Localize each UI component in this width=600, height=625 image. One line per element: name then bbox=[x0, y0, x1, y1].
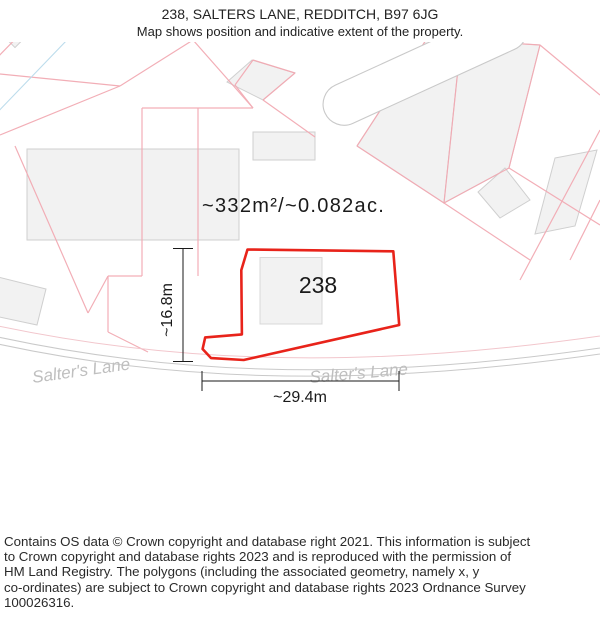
svg-text:~332m²/~0.082ac.: ~332m²/~0.082ac. bbox=[202, 195, 385, 217]
svg-text:~16.8m: ~16.8m bbox=[159, 283, 176, 337]
svg-text:~29.4m: ~29.4m bbox=[273, 389, 327, 406]
svg-text:238: 238 bbox=[299, 272, 337, 298]
